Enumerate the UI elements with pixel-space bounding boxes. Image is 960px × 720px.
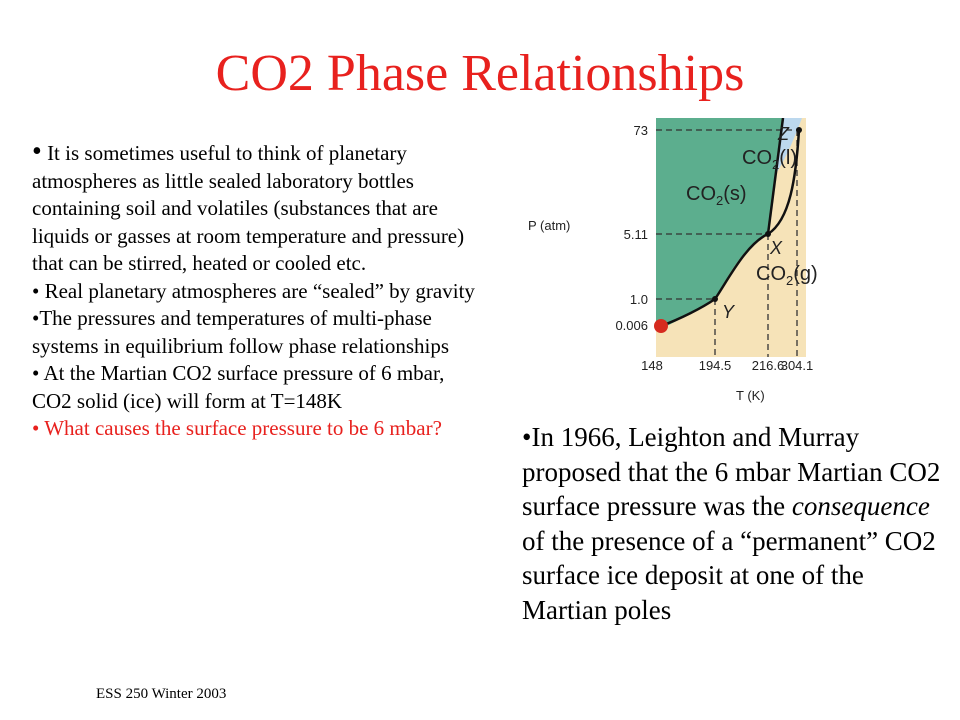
bullet-text: What causes the surface pressure to be 6…	[39, 416, 442, 440]
x-tick-label: 148	[641, 358, 663, 373]
y-axis-label: P (atm)	[528, 218, 570, 233]
bullet-text: Real planetary atmospheres are “sealed” …	[39, 278, 475, 303]
bullet-text: It is sometimes useful to think of plane…	[32, 141, 465, 275]
x-tick-label: 194.5	[699, 358, 732, 373]
vaporization-curve	[767, 129, 801, 236]
bullet-item: • Real planetary atmospheres are “sealed…	[32, 278, 487, 306]
right-bullet-post: of the presence of a “permanent” CO2 sur…	[522, 525, 936, 625]
bullet-marker: •	[32, 136, 42, 167]
right-bullet-pre: •In 1966, Leighton and Murray proposed t…	[522, 422, 941, 521]
reference-lines	[656, 129, 798, 357]
bullet-item-question: • What causes the surface pressure to be…	[32, 415, 487, 443]
bullet-item: •The pressures and temperatures of multi…	[32, 305, 487, 360]
bullet-text: At the Martian CO2 surface pressure of 6…	[32, 361, 445, 413]
y-tick-label: 5.11	[624, 227, 648, 242]
y-tick-label: 0.006	[615, 318, 648, 333]
x-axis-label: T (K)	[736, 388, 765, 403]
gas-phase-label: CO2(g)	[756, 263, 818, 288]
y-tick-label: 1.0	[630, 292, 648, 307]
y-tick-label: 73	[634, 123, 648, 138]
triple-point-dot	[765, 231, 771, 237]
slide-title: CO2 Phase Relationships	[215, 45, 745, 102]
x-tick-label: 304.1	[781, 358, 814, 373]
solid-region	[656, 118, 782, 329]
liquid-phase-label: CO2(l)	[742, 147, 797, 172]
bullet-text: The pressures and temperatures of multi-…	[32, 306, 450, 358]
bullet-marker: •	[32, 416, 40, 440]
critical-point-dot	[796, 127, 802, 133]
bullet-marker: •	[32, 306, 40, 330]
bullet-marker: •	[32, 361, 40, 385]
normal-point-label: Y	[722, 302, 736, 322]
triple-point-label: X	[769, 238, 783, 258]
x-tick-label: 216.6	[752, 358, 785, 373]
normal-point-dot	[712, 296, 718, 302]
bullet-marker: •	[32, 278, 40, 303]
melting-curve	[766, 118, 785, 235]
left-bullet-list: • It is sometimes useful to think of pla…	[32, 138, 487, 443]
right-bullet-text: •In 1966, Leighton and Murray proposed t…	[522, 420, 942, 627]
slide-footer: ESS 250 Winter 2003	[96, 686, 227, 702]
bullet-item: • It is sometimes useful to think of pla…	[32, 138, 487, 278]
bullet-item: • At the Martian CO2 surface pressure of…	[32, 360, 487, 415]
right-bullet-emphasis: consequence	[791, 491, 930, 521]
solid-phase-label: CO2(s)	[686, 183, 747, 208]
critical-point-label: Z	[777, 124, 790, 144]
right-bullet: •In 1966, Leighton and Murray proposed t…	[522, 420, 942, 627]
mars-surface-point	[654, 319, 668, 333]
co2-phase-diagram: Z X Y CO2(s) CO2(l) CO2(g) 73 5.11 1.0 0…	[528, 118, 818, 403]
